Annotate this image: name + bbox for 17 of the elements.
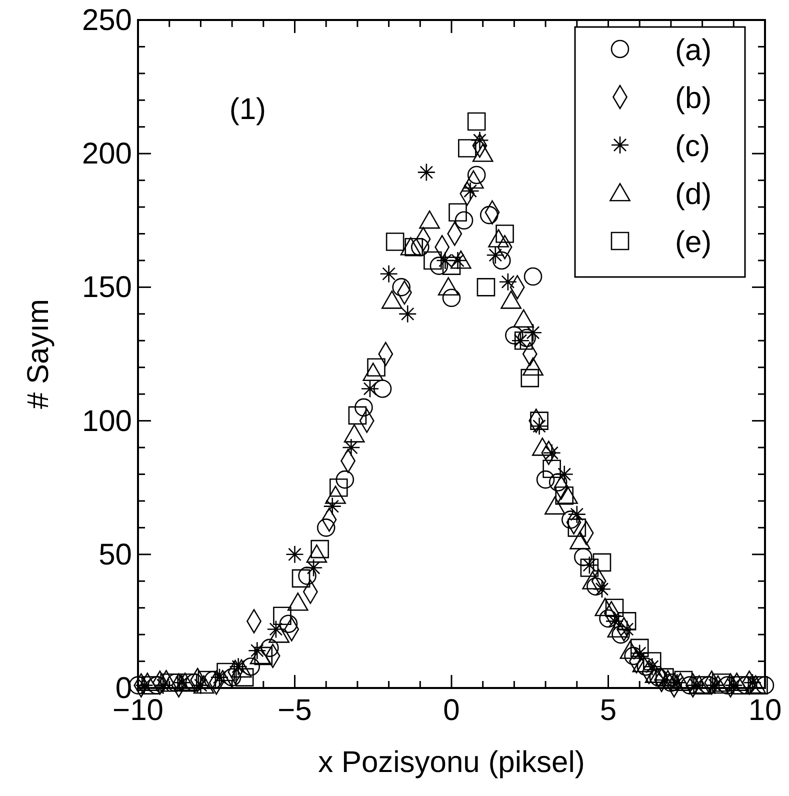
x-axis-title: x Pozisyonu (piksel) xyxy=(318,746,585,779)
legend-label: (c) xyxy=(675,130,710,163)
x-tick-label: 0 xyxy=(443,694,460,727)
legend-label: (e) xyxy=(675,226,712,259)
legend-label: (a) xyxy=(675,34,712,67)
x-tick-label: 5 xyxy=(600,694,617,727)
x-tick-label: 10 xyxy=(748,694,782,727)
y-tick-label: 50 xyxy=(98,538,132,572)
annotation: (1) xyxy=(229,92,266,126)
legend-label: (d) xyxy=(675,178,712,211)
x-tick-label: −5 xyxy=(278,694,312,727)
y-tick-label: 250 xyxy=(82,4,132,37)
y-tick-label: 100 xyxy=(82,404,132,438)
y-tick-label: 200 xyxy=(82,138,132,171)
y-axis-title: # Sayım xyxy=(22,298,55,410)
legend-label: (b) xyxy=(675,82,712,115)
y-tick-label: 150 xyxy=(82,271,132,304)
